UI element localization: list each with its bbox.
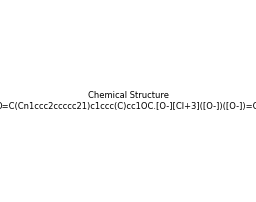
Text: Chemical Structure
O=C(Cn1ccc2ccccc21)c1ccc(C)cc1OC.[O-][Cl+3]([O-])([O-])=O: Chemical Structure O=C(Cn1ccc2ccccc21)c1… bbox=[0, 91, 256, 111]
